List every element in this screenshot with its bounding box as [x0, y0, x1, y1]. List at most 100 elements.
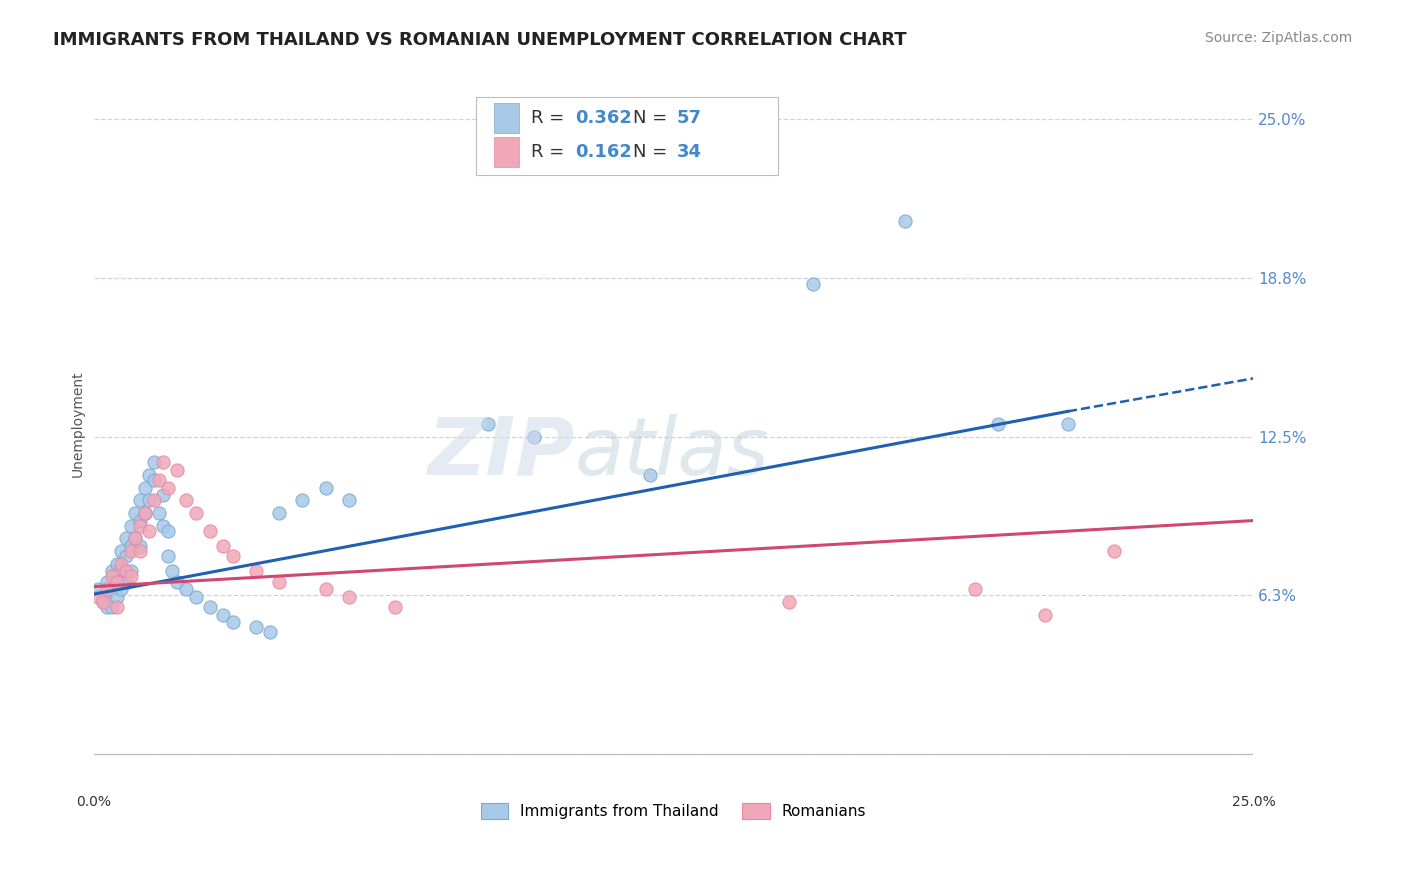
Point: [101, 582, 124, 596]
Point: [91, 595, 114, 609]
Point: [115, 565, 138, 579]
Text: 0.162: 0.162: [575, 143, 631, 161]
Point: [222, 549, 245, 563]
Point: [134, 506, 156, 520]
Point: [120, 544, 142, 558]
Text: N =: N =: [633, 143, 673, 161]
Point: [148, 473, 170, 487]
Point: [129, 539, 152, 553]
Legend: Immigrants from Thailand, Romanians: Immigrants from Thailand, Romanians: [475, 797, 872, 825]
Point: [184, 590, 207, 604]
Point: [222, 615, 245, 629]
Point: [101, 569, 124, 583]
Text: 0.362: 0.362: [575, 110, 631, 128]
Point: [134, 506, 156, 520]
Point: [337, 590, 360, 604]
Point: [110, 562, 132, 576]
Point: [142, 493, 165, 508]
Point: [779, 595, 801, 609]
Point: [963, 582, 986, 596]
Point: [115, 574, 138, 589]
Text: Source: ZipAtlas.com: Source: ZipAtlas.com: [1205, 31, 1353, 45]
Text: R =: R =: [531, 110, 569, 128]
Point: [337, 493, 360, 508]
Point: [138, 467, 160, 482]
Y-axis label: Unemployment: Unemployment: [72, 371, 86, 477]
Point: [152, 455, 174, 469]
Point: [152, 488, 174, 502]
Point: [142, 473, 165, 487]
Point: [138, 493, 160, 508]
Point: [987, 417, 1010, 431]
Point: [894, 214, 917, 228]
Point: [523, 430, 546, 444]
Point: [152, 518, 174, 533]
Point: [245, 565, 267, 579]
Text: N =: N =: [633, 110, 673, 128]
Point: [176, 493, 198, 508]
Point: [198, 599, 221, 614]
Point: [96, 582, 118, 596]
Point: [184, 506, 207, 520]
Point: [87, 590, 110, 604]
Point: [105, 569, 128, 583]
Point: [269, 506, 291, 520]
Point: [259, 625, 281, 640]
Point: [115, 532, 138, 546]
Text: 34: 34: [676, 143, 702, 161]
Text: IMMIGRANTS FROM THAILAND VS ROMANIAN UNEMPLOYMENT CORRELATION CHART: IMMIGRANTS FROM THAILAND VS ROMANIAN UNE…: [53, 31, 907, 49]
Point: [156, 549, 179, 563]
Text: 25.0%: 25.0%: [1232, 795, 1275, 809]
Point: [245, 620, 267, 634]
Point: [269, 574, 291, 589]
Point: [1033, 607, 1056, 622]
Point: [291, 493, 314, 508]
Point: [120, 569, 142, 583]
Point: [1056, 417, 1078, 431]
Point: [87, 582, 110, 596]
Point: [212, 539, 235, 553]
Point: [134, 481, 156, 495]
Text: 0.0%: 0.0%: [76, 795, 111, 809]
Point: [124, 532, 146, 546]
Point: [110, 557, 132, 571]
Point: [156, 481, 179, 495]
Point: [156, 524, 179, 538]
Point: [96, 574, 118, 589]
Point: [315, 582, 337, 596]
Point: [477, 417, 499, 431]
Point: [198, 524, 221, 538]
Point: [96, 584, 118, 599]
Point: [105, 557, 128, 571]
Point: [384, 599, 406, 614]
Point: [96, 599, 118, 614]
Point: [124, 506, 146, 520]
Point: [120, 539, 142, 553]
Point: [105, 590, 128, 604]
Point: [212, 607, 235, 622]
Point: [91, 590, 114, 604]
Point: [166, 463, 188, 477]
Text: R =: R =: [531, 143, 569, 161]
Point: [110, 544, 132, 558]
Text: ZIP: ZIP: [427, 414, 575, 491]
Point: [166, 574, 188, 589]
Point: [129, 544, 152, 558]
Point: [640, 467, 662, 482]
Text: atlas: atlas: [575, 414, 769, 491]
Point: [120, 565, 142, 579]
Point: [315, 481, 337, 495]
Point: [124, 532, 146, 546]
Point: [129, 493, 152, 508]
Point: [115, 549, 138, 563]
Point: [138, 524, 160, 538]
Point: [105, 574, 128, 589]
Point: [129, 518, 152, 533]
Point: [176, 582, 198, 596]
Point: [110, 582, 132, 596]
Text: 57: 57: [676, 110, 702, 128]
Point: [105, 599, 128, 614]
Point: [148, 506, 170, 520]
FancyBboxPatch shape: [494, 103, 519, 133]
FancyBboxPatch shape: [494, 136, 519, 167]
